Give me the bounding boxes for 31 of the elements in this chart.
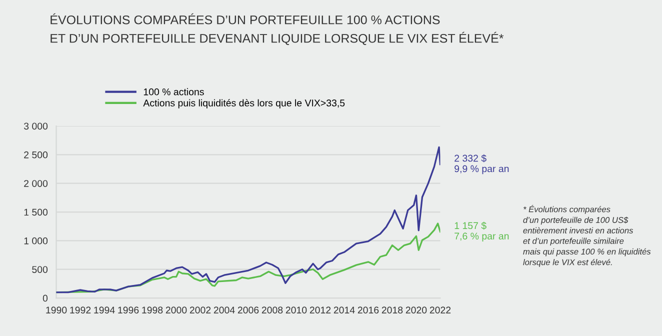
x-tick-label: 2012 xyxy=(310,306,331,314)
x-tick-label: 2022 xyxy=(430,306,451,314)
x-tick-label: 2016 xyxy=(358,306,379,314)
x-tick-label: 2014 xyxy=(334,306,355,314)
y-tick-label: 500 xyxy=(32,266,48,273)
y-tick-label: 0 xyxy=(42,294,48,302)
legend-label: Actions puis liquidités dès lors que le VIX>33,5 xyxy=(143,99,345,108)
x-tick-label: 2002 xyxy=(190,306,211,314)
y-tick-label: 2 000 xyxy=(24,180,48,187)
x-tick-label: 2018 xyxy=(382,306,403,314)
chart-title: ÉVOLUTIONS COMPARÉES D’UN PORTEFEUILLE 100 % ACTIONS ET D’UN PORTEFEUILLE DEVENANT LIQUIDE LORSQUE LE VIX EST ÉLEVÉ* xyxy=(50,13,504,46)
y-tick-label: 3 000 xyxy=(24,122,48,130)
x-tick-label: 1994 xyxy=(94,306,115,314)
x-tick-label: 2004 xyxy=(214,306,235,314)
y-tick-label: 1 500 xyxy=(24,208,48,216)
line-series xyxy=(56,146,440,294)
y-tick-label: 2 500 xyxy=(24,151,48,158)
x-tick-label: 2020 xyxy=(406,306,427,314)
x-tick-label: 1990 xyxy=(46,306,67,314)
y-tick-label: 1 000 xyxy=(24,237,48,244)
x-tick-label: 2006 xyxy=(238,306,259,314)
x-tick-label: 2008 xyxy=(262,306,283,314)
annotation: 2 332 $ 9,9 % par an xyxy=(454,154,509,174)
annotation: 1 157 $ 7,6 % par an xyxy=(454,222,509,242)
x-tick-label: 2000 xyxy=(166,306,187,314)
x-tick-label: 2010 xyxy=(286,306,307,314)
legend-label: 100 % actions xyxy=(144,88,204,96)
x-tick-label: 1996 xyxy=(118,306,139,314)
text: * Évolutions comparées d’un portefeuille de 100 US$ entièrement investi en actions et d’un portefeuille similaire mais qui passe 100 % en liquidités lorsque le VIX est élevé. xyxy=(523,204,651,267)
x-tick-label: 1992 xyxy=(70,306,91,314)
x-tick-label: 1998 xyxy=(142,306,163,314)
